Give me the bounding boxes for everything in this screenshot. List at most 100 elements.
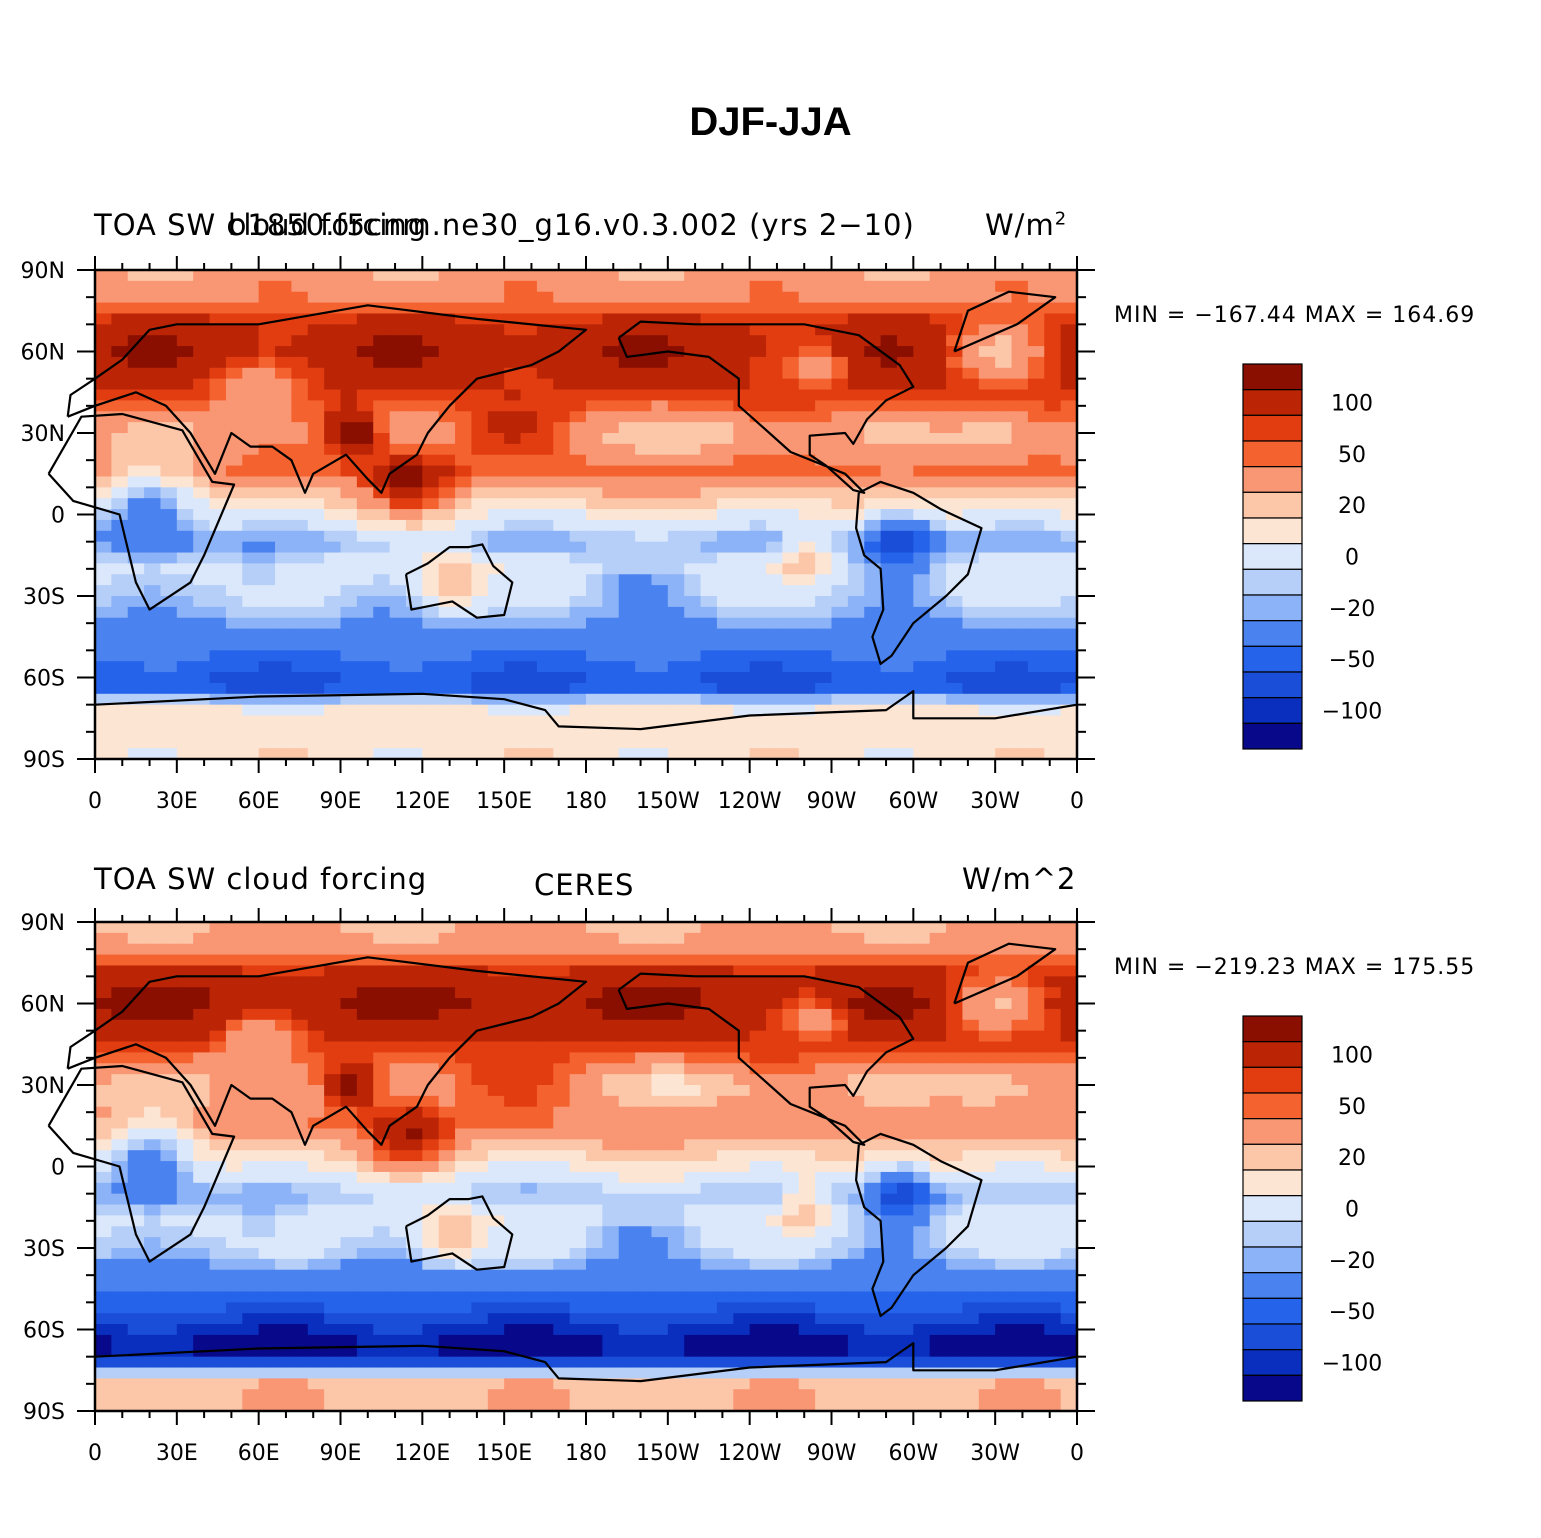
contour-cell xyxy=(946,411,964,423)
contour-cell xyxy=(1060,335,1078,347)
contour-cell xyxy=(831,1258,849,1271)
contour-cell xyxy=(193,454,211,467)
contour-cell xyxy=(766,1182,783,1195)
contour-cell xyxy=(684,454,702,467)
contour-cell xyxy=(1060,1030,1078,1043)
contour-cell xyxy=(487,1193,505,1206)
contour-cell xyxy=(962,378,980,391)
contour-cell xyxy=(864,411,882,423)
contour-cell xyxy=(831,715,849,727)
contour-cell xyxy=(1060,519,1078,532)
contour-cell xyxy=(95,313,112,325)
contour-cell xyxy=(815,1280,833,1293)
contour-cell xyxy=(1011,378,1029,391)
contour-cell xyxy=(651,661,669,673)
contour-cell xyxy=(225,1074,243,1086)
contour-cell xyxy=(209,682,227,695)
contour-cell xyxy=(798,661,816,673)
contour-cell xyxy=(1011,1095,1029,1108)
contour-cell xyxy=(962,563,980,575)
contour-cell xyxy=(880,1106,898,1119)
contour-cell xyxy=(373,552,391,564)
contour-cell xyxy=(127,1139,145,1151)
contour-cell xyxy=(847,693,865,706)
contour-cell xyxy=(651,1008,669,1021)
contour-cell xyxy=(1011,585,1029,597)
contour-cell xyxy=(291,1019,309,1032)
contour-cell xyxy=(733,1280,751,1293)
contour-cell xyxy=(536,650,554,662)
contour-cell xyxy=(111,976,129,988)
contour-cell xyxy=(716,465,734,478)
contour-cell xyxy=(193,596,211,608)
contour-cell xyxy=(356,433,374,445)
contour-cell xyxy=(389,1139,407,1151)
contour-cell xyxy=(782,335,800,347)
contour-cell xyxy=(553,498,571,510)
contour-cell xyxy=(127,1161,145,1173)
contour-cell xyxy=(684,291,702,304)
contour-cell xyxy=(536,1095,554,1108)
colorbar-box xyxy=(1242,645,1303,673)
contour-cell xyxy=(536,617,554,630)
contour-cell xyxy=(160,617,178,630)
contour-cell xyxy=(553,943,571,956)
contour-cell xyxy=(1044,1095,1062,1108)
contour-cell xyxy=(176,1117,194,1130)
contour-cell xyxy=(864,726,882,738)
contour-cell xyxy=(356,270,374,282)
contour-cell xyxy=(651,987,669,999)
contour-cell xyxy=(586,726,603,738)
contour-cell xyxy=(569,1106,587,1119)
contour-cell xyxy=(340,976,358,988)
contour-cell xyxy=(242,1302,260,1314)
contour-cell xyxy=(291,1063,309,1075)
contour-cell xyxy=(95,932,112,945)
contour-cell xyxy=(307,422,325,434)
contour-cell xyxy=(1011,1052,1029,1064)
contour-cell xyxy=(684,704,702,717)
contour-cell xyxy=(815,302,833,315)
contour-cell xyxy=(815,422,833,434)
contour-cell xyxy=(716,726,734,738)
contour-cell xyxy=(1044,932,1062,945)
contour-cell xyxy=(553,617,571,630)
contour-cell xyxy=(946,378,964,391)
contour-cell xyxy=(978,1237,996,1249)
contour-cell xyxy=(618,1248,636,1260)
contour-cell xyxy=(864,932,882,945)
contour-cell xyxy=(880,1280,898,1293)
contour-cell xyxy=(896,498,914,510)
contour-cell xyxy=(782,1030,800,1043)
contour-cell xyxy=(978,1063,996,1075)
contour-cell xyxy=(667,574,685,586)
contour-cell xyxy=(275,693,292,706)
contour-cell xyxy=(340,1291,358,1303)
contour-cell xyxy=(913,1106,931,1119)
contour-cell xyxy=(1044,737,1062,749)
contour-cell xyxy=(651,617,669,630)
contour-cell xyxy=(896,1291,914,1303)
contour-cell xyxy=(1011,650,1029,662)
contour-cell xyxy=(111,1204,129,1216)
contour-cell xyxy=(504,596,522,608)
contour-cell xyxy=(455,346,473,358)
contour-cell xyxy=(618,639,636,651)
contour-cell xyxy=(569,574,587,586)
contour-cell xyxy=(847,346,865,358)
contour-cell xyxy=(1027,1269,1045,1282)
contour-cell xyxy=(831,1063,849,1075)
contour-cell xyxy=(536,356,554,369)
contour-cell xyxy=(242,943,260,956)
contour-cell xyxy=(831,1019,849,1032)
contour-cell xyxy=(635,1171,653,1184)
contour-cell xyxy=(635,476,653,488)
contour-cell xyxy=(1044,715,1062,727)
contour-cell xyxy=(340,367,358,380)
contour-cell xyxy=(455,1269,473,1282)
contour-cell xyxy=(798,563,816,575)
contour-cell xyxy=(766,574,783,586)
contour-cell xyxy=(422,1193,440,1206)
colorbar-label: −100 xyxy=(1322,700,1382,725)
contour-cell xyxy=(455,585,473,597)
